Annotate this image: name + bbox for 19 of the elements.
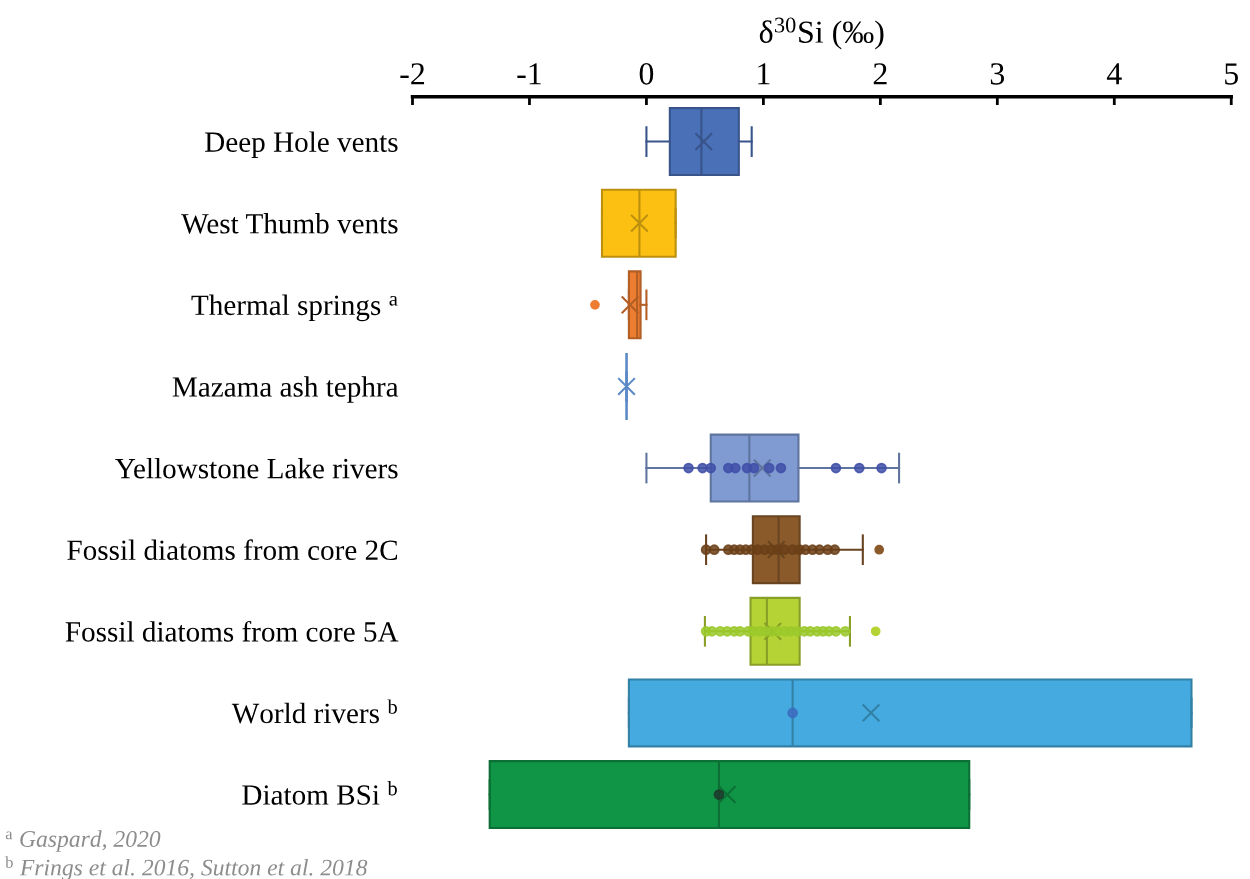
y-tick-label: Thermal springs $^{a}$ <box>191 294 398 322</box>
y-tick-label: Yellowstone Lake rivers <box>115 457 398 479</box>
x-axis-title: δ$^{30}$Si (‰) <box>759 17 884 50</box>
y-tick-label: Fossil diatoms from core 2C <box>67 539 397 561</box>
y-tick-label: Diatom BSi $^{b}$ <box>242 781 397 805</box>
x-tick-label: 1 <box>758 63 770 85</box>
x-tick-label: -2 <box>400 63 425 85</box>
y-tick-label: West Thumb vents <box>181 213 398 234</box>
y-tick-label: World rivers $^{b}$ <box>231 699 397 724</box>
y-tick-label: Deep Hole vents <box>205 131 398 158</box>
x-tick-label: 3 <box>990 63 1005 85</box>
x-tick-label: 0 <box>639 63 654 85</box>
x-tick-label: 4 <box>1106 63 1122 85</box>
x-tick-label: 2 <box>873 63 887 85</box>
x-tick-label: 5 <box>1225 63 1238 85</box>
x-tick-label: -1 <box>517 63 541 85</box>
y-tick-label: Mazama ash tephra <box>172 376 399 403</box>
text: $^{a}$ Gaspard, 2020 <box>5 830 161 852</box>
y-tick-label: Fossil diatoms from core 5A <box>65 620 399 642</box>
